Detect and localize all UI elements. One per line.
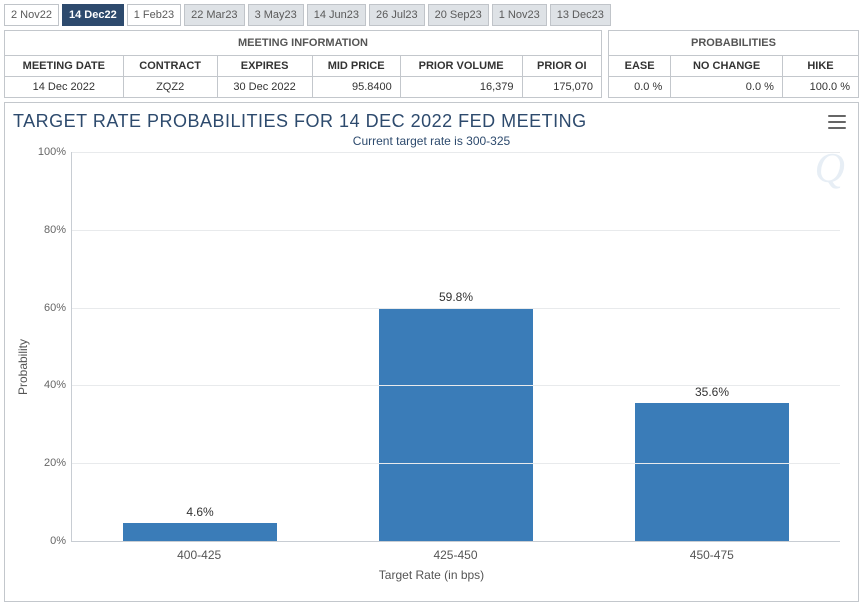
tab-1feb23[interactable]: 1 Feb23 xyxy=(127,4,181,26)
chart-container: TARGET RATE PROBABILITIES FOR 14 DEC 202… xyxy=(4,102,859,602)
th-prior-oi: PRIOR OI xyxy=(522,56,601,77)
td-contract: ZQZ2 xyxy=(123,77,217,98)
td-hike: 100.0 % xyxy=(782,77,858,98)
probabilities-caption: PROBABILITIES xyxy=(609,31,859,56)
y-tick: 60% xyxy=(32,302,66,314)
bar-400-425: 4.6% xyxy=(92,152,307,541)
y-tick: 40% xyxy=(32,379,66,391)
bar-value-label: 59.8% xyxy=(439,290,473,304)
th-meeting-date: MEETING DATE xyxy=(5,56,124,77)
gridline xyxy=(72,308,840,309)
bar xyxy=(379,308,534,541)
td-meeting-date: 14 Dec 2022 xyxy=(5,77,124,98)
td-prior-volume: 16,379 xyxy=(400,77,522,98)
th-prior-volume: PRIOR VOLUME xyxy=(400,56,522,77)
bar xyxy=(123,523,278,541)
bar-425-450: 59.8% xyxy=(348,152,563,541)
th-contract: CONTRACT xyxy=(123,56,217,77)
chart-title: TARGET RATE PROBABILITIES FOR 14 DEC 202… xyxy=(13,111,850,132)
x-tick: 450-475 xyxy=(604,548,819,562)
td-prior-oi: 175,070 xyxy=(522,77,601,98)
tab-14jun23[interactable]: 14 Jun23 xyxy=(307,4,366,26)
meeting-info-table: MEETING INFORMATION MEETING DATE CONTRAC… xyxy=(4,30,602,98)
tab-26jul23[interactable]: 26 Jul23 xyxy=(369,4,425,26)
y-axis-label: Probability xyxy=(16,339,30,395)
gridline xyxy=(72,152,840,153)
chart-subtitle: Current target rate is 300-325 xyxy=(13,134,850,148)
gridline xyxy=(72,385,840,386)
x-axis-label: Target Rate (in bps) xyxy=(13,568,850,582)
tab-20sep23[interactable]: 20 Sep23 xyxy=(428,4,489,26)
tab-1nov23[interactable]: 1 Nov23 xyxy=(492,4,547,26)
bar-450-475: 35.6% xyxy=(604,152,819,541)
probabilities-table: PROBABILITIES EASE NO CHANGE HIKE 0.0 % … xyxy=(608,30,859,98)
bar-value-label: 35.6% xyxy=(695,385,729,399)
meeting-info-caption: MEETING INFORMATION xyxy=(5,31,602,56)
y-tick: 0% xyxy=(32,535,66,547)
x-tick: 400-425 xyxy=(92,548,307,562)
td-mid-price: 95.8400 xyxy=(312,77,400,98)
bar-value-label: 4.6% xyxy=(186,505,213,519)
gridline xyxy=(72,230,840,231)
plot-area: 4.6%59.8%35.6% 0%20%40%60%80%100% xyxy=(71,152,840,542)
th-mid-price: MID PRICE xyxy=(312,56,400,77)
th-hike: HIKE xyxy=(782,56,858,77)
tab-2nov22[interactable]: 2 Nov22 xyxy=(4,4,59,26)
th-ease: EASE xyxy=(609,56,671,77)
chart-menu-icon[interactable] xyxy=(828,115,846,129)
gridline xyxy=(72,463,840,464)
y-tick: 80% xyxy=(32,224,66,236)
tab-13dec23[interactable]: 13 Dec23 xyxy=(550,4,611,26)
th-expires: EXPIRES xyxy=(217,56,312,77)
tab-14dec22[interactable]: 14 Dec22 xyxy=(62,4,124,26)
y-tick: 20% xyxy=(32,457,66,469)
td-expires: 30 Dec 2022 xyxy=(217,77,312,98)
y-tick: 100% xyxy=(32,146,66,158)
tab-3may23[interactable]: 3 May23 xyxy=(248,4,304,26)
td-no-change: 0.0 % xyxy=(671,77,783,98)
tab-22mar23[interactable]: 22 Mar23 xyxy=(184,4,244,26)
td-ease: 0.0 % xyxy=(609,77,671,98)
th-no-change: NO CHANGE xyxy=(671,56,783,77)
bar xyxy=(635,403,790,541)
x-tick: 425-450 xyxy=(348,548,563,562)
